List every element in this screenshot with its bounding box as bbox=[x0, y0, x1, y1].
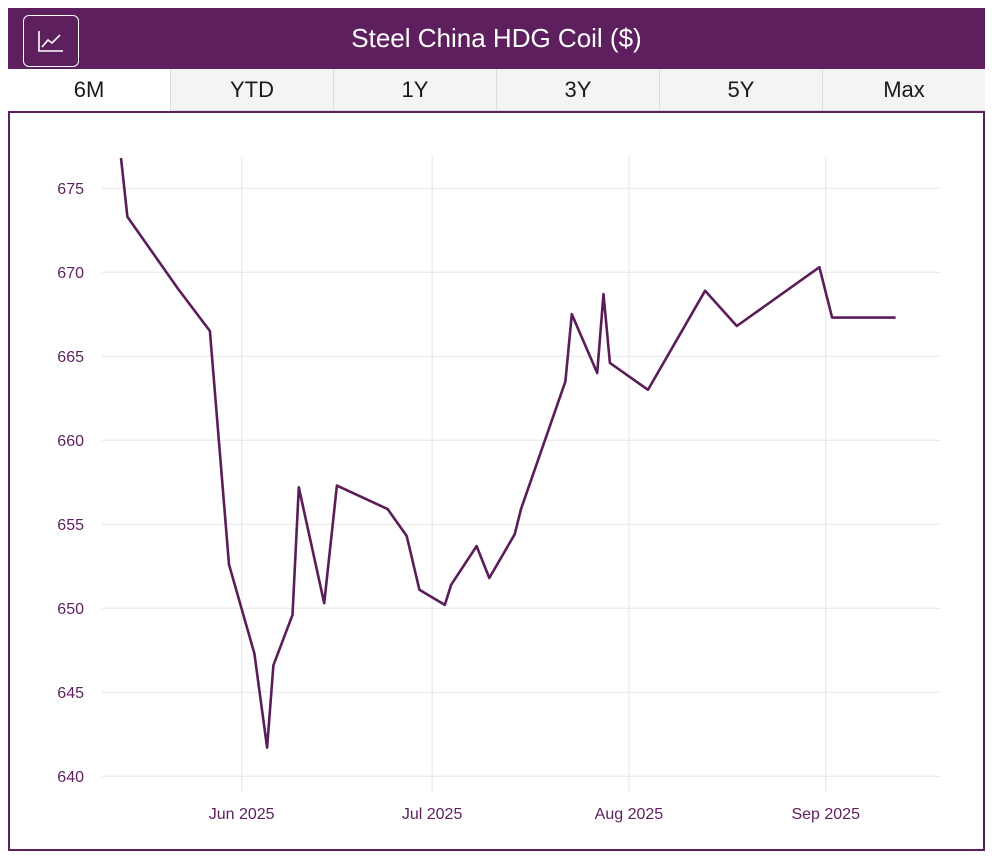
y-tick-label: 650 bbox=[57, 601, 84, 618]
y-tick-label: 675 bbox=[57, 181, 84, 198]
y-tick-label: 640 bbox=[57, 769, 84, 786]
y-tick-label: 645 bbox=[57, 685, 84, 702]
line-chart-icon bbox=[38, 31, 63, 52]
y-tick-label: 670 bbox=[57, 265, 84, 282]
x-gridlines bbox=[241, 156, 827, 793]
tab-ytd[interactable]: YTD bbox=[170, 69, 333, 111]
series-line bbox=[119, 157, 896, 749]
tab-3y[interactable]: 3Y bbox=[496, 69, 659, 111]
chart-type-button[interactable] bbox=[23, 15, 79, 67]
x-tick-labels: Jun 2025 Jul 2025 Aug 2025 Sep 2025 bbox=[209, 806, 860, 823]
chart-title: Steel China HDG Coil ($) bbox=[351, 23, 642, 53]
x-tick-label: Aug 2025 bbox=[595, 806, 664, 823]
chart-header: Steel China HDG Coil ($) bbox=[8, 8, 985, 69]
tab-5y[interactable]: 5Y bbox=[659, 69, 822, 111]
series-group bbox=[119, 157, 896, 749]
y-tick-label: 660 bbox=[57, 433, 84, 450]
price-chart-widget: Steel China HDG Coil ($) 6M YTD 1Y 3Y 5Y… bbox=[8, 8, 985, 851]
x-tick-label: Jun 2025 bbox=[209, 806, 275, 823]
chart-frame: 640 645 650 655 660 665 670 675 Jun 2025 Jul 202… bbox=[8, 111, 985, 851]
tab-max[interactable]: Max bbox=[822, 69, 985, 111]
y-tick-label: 665 bbox=[57, 349, 84, 366]
range-tabs: 6M YTD 1Y 3Y 5Y Max bbox=[8, 69, 985, 111]
tab-1y[interactable]: 1Y bbox=[333, 69, 496, 111]
y-tick-labels: 640 645 650 655 660 665 670 675 bbox=[57, 181, 84, 786]
x-tick-label: Jul 2025 bbox=[402, 806, 463, 823]
tab-6m[interactable]: 6M bbox=[8, 69, 170, 111]
line-chart: 640 645 650 655 660 665 670 675 Jun 2025 Jul 202… bbox=[57, 156, 940, 823]
y-gridlines bbox=[102, 187, 940, 777]
x-tick-label: Sep 2025 bbox=[791, 806, 860, 823]
y-tick-label: 655 bbox=[57, 517, 84, 534]
